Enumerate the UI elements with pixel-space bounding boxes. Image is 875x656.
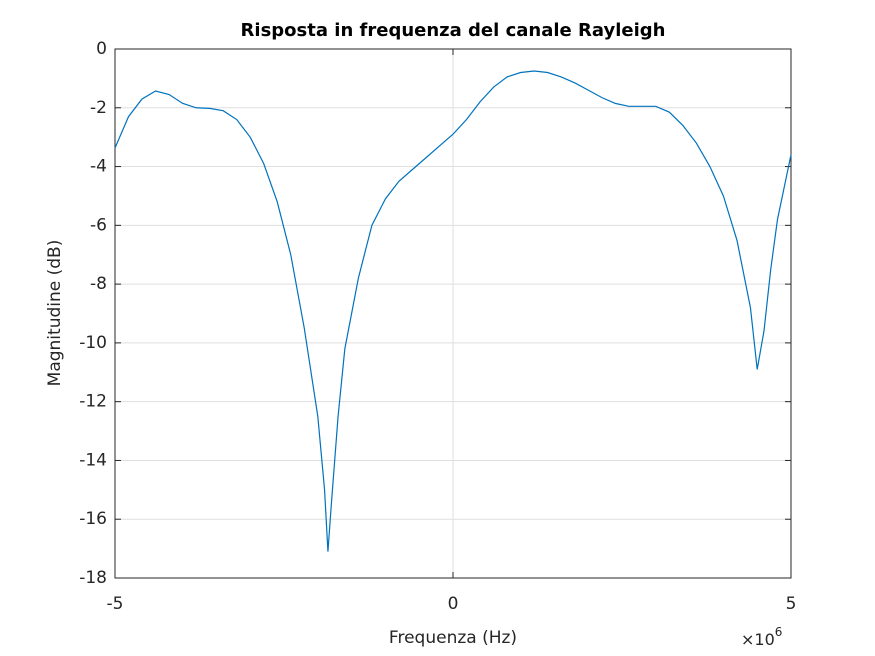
y-tick-label: -12 <box>79 392 107 412</box>
x-tick-label: 0 <box>448 594 459 614</box>
y-tick-label: -14 <box>79 450 107 470</box>
line-series <box>114 70 792 552</box>
x-multiplier-exponent: 6 <box>775 625 783 639</box>
y-tick-label: -4 <box>90 157 107 177</box>
y-axis-label: Magnitudine (dB) <box>45 240 65 387</box>
y-tick-label: -8 <box>90 274 107 294</box>
y-tick-label: -6 <box>90 215 107 235</box>
y-tick-label: -16 <box>79 509 107 529</box>
x-tick-label: 5 <box>786 594 797 614</box>
y-tick-label: -18 <box>79 568 107 588</box>
axes-box <box>114 48 792 579</box>
y-tick-label: 0 <box>96 39 107 59</box>
x-multiplier-base: ×10 <box>741 630 775 649</box>
chart-title: Risposta in frequenza del canale Rayleig… <box>241 20 666 41</box>
y-tick-label: -10 <box>79 333 107 353</box>
x-multiplier: ×106 <box>741 625 782 649</box>
y-tick-label: -2 <box>90 98 107 118</box>
x-tick-label: -5 <box>107 594 124 614</box>
x-axis-label: Frequenza (Hz) <box>389 628 517 648</box>
